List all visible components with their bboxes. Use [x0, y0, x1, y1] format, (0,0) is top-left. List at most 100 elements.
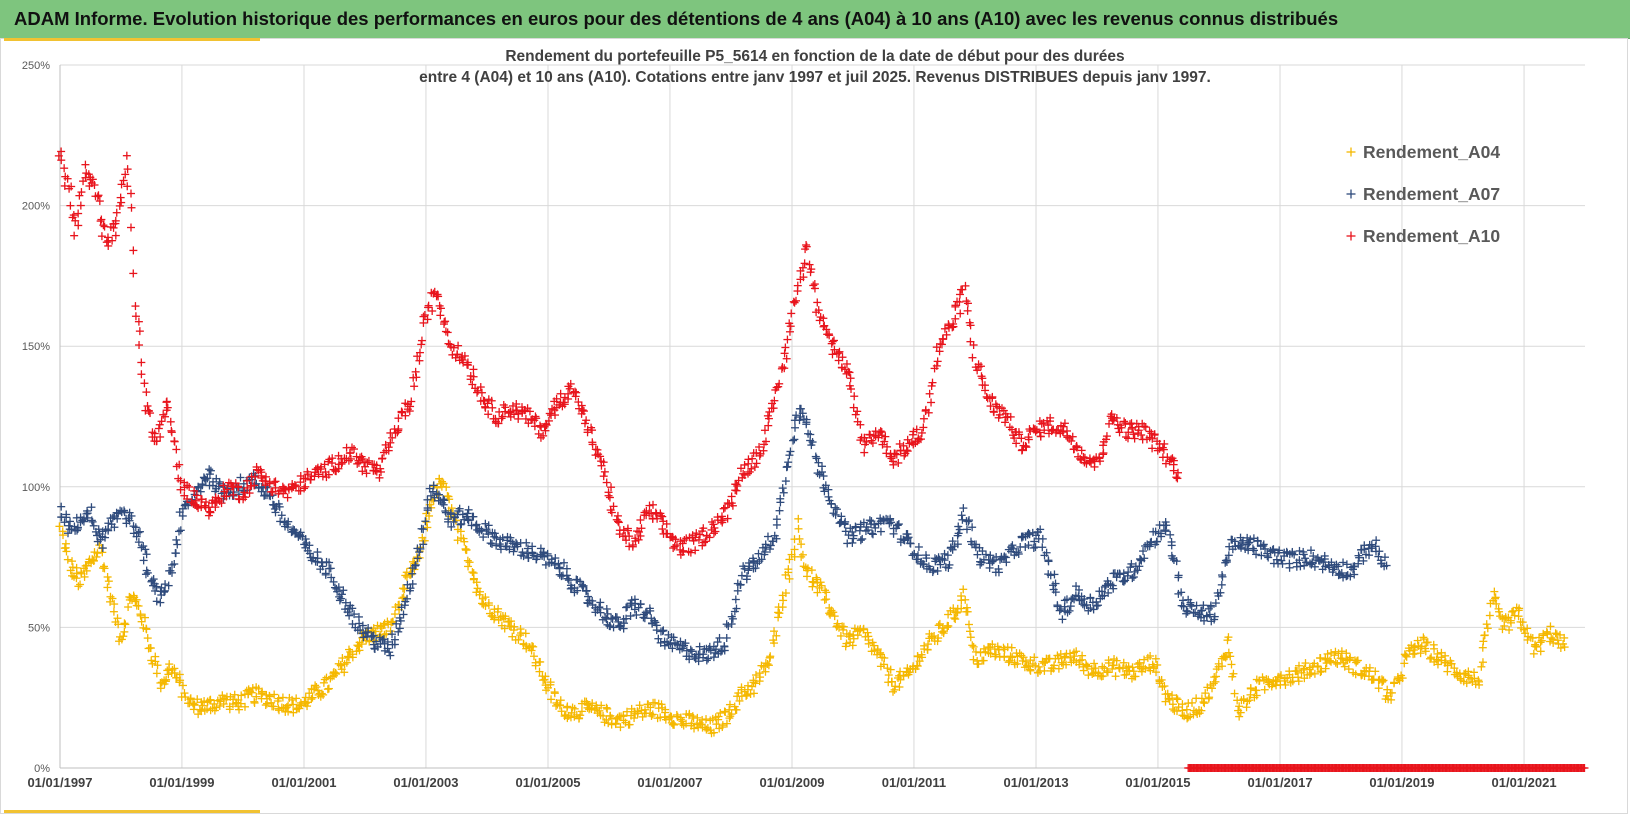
data-point [625, 720, 634, 729]
data-point [950, 613, 959, 622]
x-tick-label: 01/01/2017 [1247, 775, 1312, 790]
data-point [956, 309, 965, 318]
data-point [568, 703, 577, 712]
x-tick-label: 01/01/2003 [393, 775, 458, 790]
data-point [117, 180, 126, 189]
data-point [550, 689, 559, 698]
chart-title-line1: Rendement du portefeuille P5_5614 en fon… [505, 48, 1125, 65]
data-point [1218, 571, 1227, 580]
y-tick-label: 200% [22, 201, 50, 213]
data-point [1128, 663, 1137, 672]
data-point [810, 280, 819, 289]
data-point [66, 517, 75, 526]
data-point [399, 593, 408, 602]
data-point [1068, 432, 1077, 441]
data-point [966, 633, 975, 642]
data-point [971, 647, 980, 656]
data-point [751, 564, 760, 573]
data-point [488, 403, 497, 412]
data-point [326, 564, 335, 573]
data-point [546, 680, 555, 689]
data-point [1088, 669, 1097, 678]
data-point [345, 611, 354, 620]
data-point [288, 695, 297, 704]
data-point [1124, 662, 1133, 671]
data-point [770, 627, 779, 636]
data-point [348, 653, 357, 662]
data-point [258, 689, 267, 698]
data-point [828, 337, 837, 346]
data-point [311, 681, 320, 690]
data-point [702, 715, 711, 724]
data-point [778, 603, 787, 612]
data-point [119, 176, 128, 185]
data-point [779, 488, 788, 497]
data-point [876, 527, 885, 536]
x-tick-label: 01/01/1997 [27, 775, 92, 790]
data-point [484, 601, 493, 610]
data-point [1140, 655, 1149, 664]
data-point [751, 671, 760, 680]
data-point [596, 598, 605, 607]
data-point [97, 232, 106, 241]
data-point [122, 151, 131, 160]
data-point [742, 690, 751, 699]
data-point [828, 350, 837, 359]
data-point [848, 538, 857, 547]
data-point [336, 661, 345, 670]
data-point [274, 694, 283, 703]
data-point [140, 613, 149, 622]
data-point [894, 458, 903, 467]
data-point [371, 627, 380, 636]
data-point [1129, 573, 1138, 582]
data-point [612, 613, 621, 622]
data-point [103, 583, 112, 592]
data-point [1072, 647, 1081, 656]
data-point [676, 713, 685, 722]
data-point [661, 715, 670, 724]
data-point [390, 610, 399, 619]
data-point [685, 711, 694, 720]
data-point [1478, 658, 1487, 667]
legend-label: Rendement_A04 [1363, 142, 1500, 162]
data-point [379, 621, 388, 630]
data-point [501, 612, 510, 621]
data-point [860, 448, 869, 457]
data-point [417, 340, 426, 349]
data-point [162, 675, 171, 684]
data-point [781, 343, 790, 352]
data-point [670, 720, 679, 729]
x-tick-label: 01/01/2009 [759, 775, 824, 790]
data-point [733, 481, 742, 490]
data-point [108, 594, 117, 603]
data-point [1070, 652, 1079, 661]
x-tick-label: 01/01/2007 [637, 775, 702, 790]
data-point [1178, 711, 1187, 720]
data-point [603, 704, 612, 713]
data-point [1000, 653, 1009, 662]
data-point [827, 500, 836, 509]
data-point [658, 627, 667, 636]
data-point [793, 287, 802, 296]
data-point [1172, 694, 1181, 703]
data-point [830, 612, 839, 621]
data-point [616, 623, 625, 632]
data-point [427, 288, 436, 297]
data-point [959, 504, 968, 513]
data-point [796, 404, 805, 413]
data-point [63, 529, 72, 538]
data-point [555, 701, 564, 710]
data-point [284, 707, 293, 716]
data-point [1119, 658, 1128, 667]
data-point [979, 644, 988, 653]
data-point [120, 619, 129, 628]
data-point [237, 691, 246, 700]
data-point [853, 631, 862, 640]
data-point [300, 697, 309, 706]
x-tick-label: 01/01/2021 [1492, 775, 1557, 790]
data-point [781, 589, 790, 598]
data-point [889, 687, 898, 696]
data-point [761, 667, 770, 676]
data-point [303, 702, 312, 711]
data-point [1485, 611, 1494, 620]
